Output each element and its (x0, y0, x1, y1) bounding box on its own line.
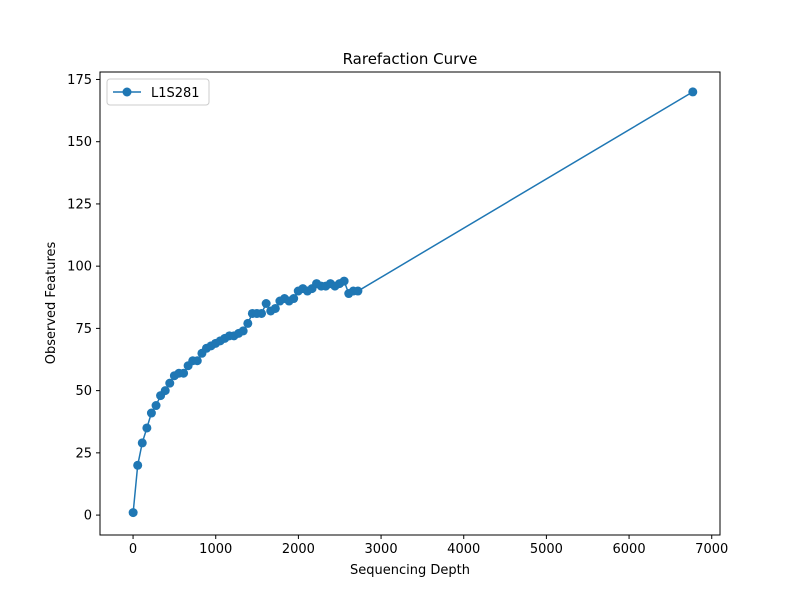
y-axis-label: Observed Features (44, 241, 59, 364)
y-tick-label: 50 (75, 384, 92, 399)
y-tick-label: 0 (84, 509, 92, 524)
y-tick-label: 125 (67, 197, 92, 212)
data-point (289, 294, 299, 304)
x-tick-label: 2000 (282, 542, 315, 557)
data-point (160, 386, 170, 396)
x-tick-label: 5000 (530, 542, 563, 557)
y-tick-label: 150 (67, 135, 92, 150)
data-point (151, 401, 161, 411)
x-tick-label: 4000 (447, 542, 480, 557)
x-tick-label: 0 (129, 542, 137, 557)
y-tick-label: 100 (67, 260, 92, 275)
x-axis: 0 1000 2000 3000 4000 5000 6000 7000 (129, 535, 728, 557)
y-tick-label: 25 (75, 446, 92, 461)
x-tick-label: 7000 (695, 542, 728, 557)
axes-frame (99, 71, 721, 536)
data-point (133, 460, 143, 470)
data-point (142, 423, 152, 433)
legend-label: L1S281 (151, 86, 200, 101)
data-point (192, 356, 202, 366)
plot-area (128, 87, 698, 518)
data-point (165, 378, 175, 388)
data-point (261, 299, 271, 308)
x-tick-label: 1000 (199, 542, 232, 557)
data-point (339, 276, 349, 286)
data-point (146, 408, 156, 418)
legend: L1S281 (106, 78, 210, 106)
data-point (238, 326, 248, 336)
data-point (270, 303, 280, 313)
x-tick-label: 3000 (365, 542, 398, 557)
x-tick-label: 6000 (613, 542, 646, 557)
data-point (688, 87, 698, 97)
y-axis: 0 25 50 75 100 125 150 175 (67, 73, 100, 524)
data-point (128, 508, 138, 518)
legend-marker-sample (122, 87, 132, 97)
data-point (179, 368, 189, 378)
legend-box (106, 78, 210, 106)
data-point (243, 318, 253, 328)
data-point (137, 438, 147, 448)
x-axis-label: Sequencing Depth (350, 563, 470, 578)
data-point (353, 286, 363, 296)
chart-title: Rarefaction Curve (343, 50, 478, 68)
data-point (257, 308, 267, 318)
y-tick-label: 175 (67, 73, 92, 88)
y-tick-label: 75 (75, 322, 92, 337)
